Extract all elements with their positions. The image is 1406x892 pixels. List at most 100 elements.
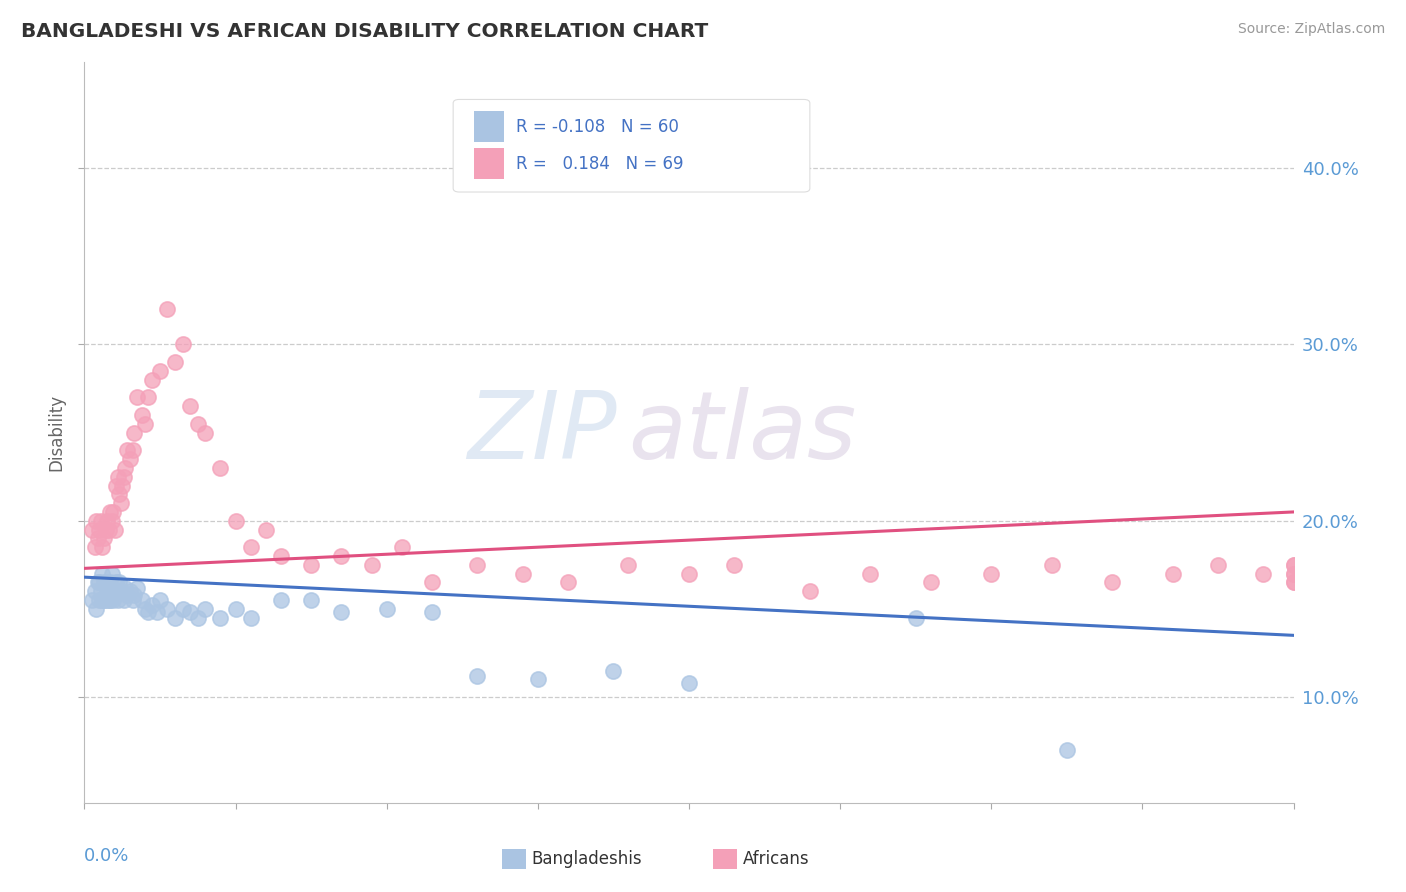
Point — [149, 593, 172, 607]
Point — [557, 575, 579, 590]
Point — [799, 584, 821, 599]
Point — [121, 443, 143, 458]
Point — [101, 505, 124, 519]
Point — [1282, 558, 1305, 572]
Point — [602, 664, 624, 678]
Point — [97, 523, 120, 537]
Point — [1040, 558, 1063, 572]
FancyBboxPatch shape — [474, 112, 503, 143]
Point — [179, 606, 201, 620]
Point — [108, 487, 131, 501]
Point — [194, 602, 217, 616]
Text: Source: ZipAtlas.com: Source: ZipAtlas.com — [1237, 22, 1385, 37]
Y-axis label: Disability: Disability — [48, 394, 66, 471]
Point — [131, 593, 153, 607]
Point — [107, 469, 129, 483]
Point — [1282, 575, 1305, 590]
Point — [127, 390, 149, 404]
Point — [1101, 575, 1123, 590]
Point — [1056, 743, 1078, 757]
Point — [391, 540, 413, 554]
Point — [98, 593, 121, 607]
Point — [136, 390, 159, 404]
Text: R = -0.108   N = 60: R = -0.108 N = 60 — [516, 118, 679, 136]
Point — [678, 676, 700, 690]
Point — [420, 575, 443, 590]
Text: Bangladeshis: Bangladeshis — [531, 850, 643, 868]
Point — [467, 669, 489, 683]
Point — [920, 575, 942, 590]
Point — [121, 593, 143, 607]
Point — [122, 588, 145, 602]
Point — [101, 593, 124, 607]
Point — [118, 452, 141, 467]
Point — [859, 566, 882, 581]
Point — [118, 584, 141, 599]
Point — [98, 575, 121, 590]
Point — [91, 566, 114, 581]
Point — [617, 558, 640, 572]
Point — [330, 606, 353, 620]
Point — [141, 599, 163, 613]
Point — [86, 602, 108, 616]
FancyBboxPatch shape — [474, 148, 503, 179]
Point — [270, 549, 292, 563]
Point — [239, 611, 262, 625]
Text: ZIP: ZIP — [467, 387, 616, 478]
Point — [156, 602, 179, 616]
Point — [96, 584, 118, 599]
Point — [136, 606, 159, 620]
Point — [904, 611, 927, 625]
Point — [87, 575, 110, 590]
FancyBboxPatch shape — [453, 99, 810, 192]
FancyBboxPatch shape — [502, 848, 526, 870]
Point — [104, 584, 127, 599]
Point — [108, 575, 131, 590]
Point — [114, 581, 136, 595]
Point — [254, 523, 277, 537]
Point — [360, 558, 382, 572]
Point — [93, 575, 115, 590]
Point — [115, 443, 138, 458]
Point — [89, 575, 111, 590]
FancyBboxPatch shape — [713, 848, 737, 870]
Point — [107, 584, 129, 599]
Point — [134, 417, 156, 431]
Point — [91, 540, 114, 554]
Point — [84, 540, 107, 554]
Point — [87, 532, 110, 546]
Point — [723, 558, 745, 572]
Point — [225, 602, 247, 616]
Point — [165, 355, 187, 369]
Point — [96, 575, 118, 590]
Point — [90, 584, 112, 599]
Point — [93, 593, 115, 607]
Point — [100, 566, 122, 581]
Point — [134, 602, 156, 616]
Point — [172, 337, 194, 351]
Point — [1161, 566, 1184, 581]
Point — [225, 514, 247, 528]
Point — [104, 523, 127, 537]
Point — [165, 611, 187, 625]
Point — [194, 425, 217, 440]
Text: R =   0.184   N = 69: R = 0.184 N = 69 — [516, 155, 683, 173]
Point — [105, 478, 128, 492]
Point — [172, 602, 194, 616]
Point — [97, 584, 120, 599]
Point — [98, 505, 121, 519]
Point — [209, 461, 232, 475]
Point — [512, 566, 534, 581]
Point — [112, 469, 135, 483]
Text: atlas: atlas — [628, 387, 856, 478]
Point — [467, 558, 489, 572]
Point — [156, 302, 179, 317]
Point — [122, 425, 145, 440]
Point — [131, 408, 153, 422]
Point — [96, 514, 118, 528]
Point — [1253, 566, 1275, 581]
Point — [110, 496, 132, 510]
Point — [107, 593, 129, 607]
Point — [187, 417, 209, 431]
Point — [678, 566, 700, 581]
